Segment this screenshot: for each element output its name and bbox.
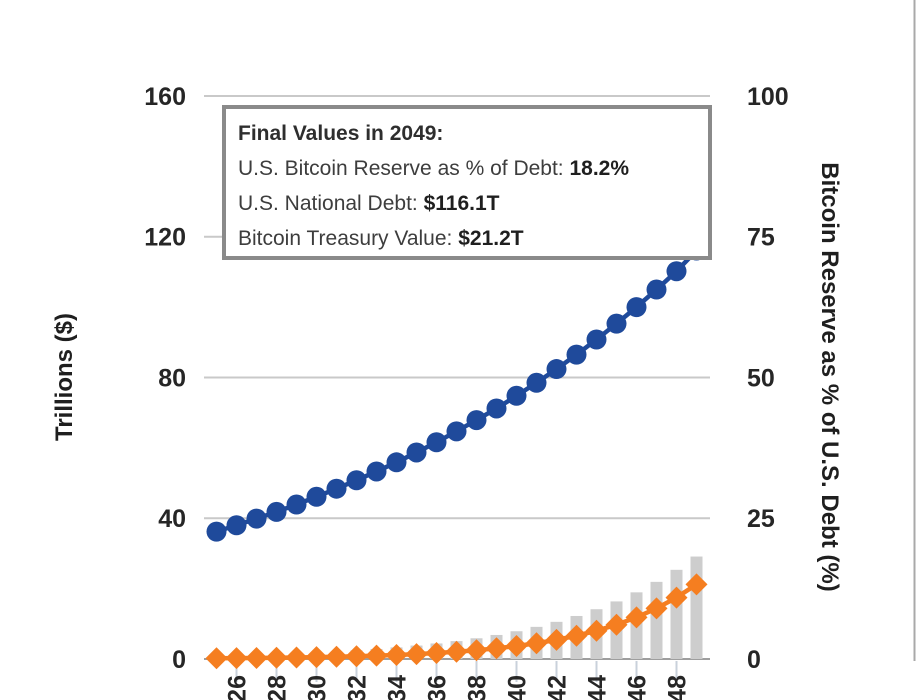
- annotation-value: $116.1T: [423, 192, 500, 215]
- national-debt-marker: [226, 515, 247, 536]
- treasury-value-marker: [405, 643, 428, 666]
- x-tick-label: 2026: [224, 675, 252, 700]
- national-debt-marker: [586, 329, 607, 350]
- x-tick-label: 2034: [384, 675, 412, 700]
- left-axis-tick-label: 80: [158, 364, 186, 392]
- treasury-value-marker: [465, 639, 488, 662]
- x-tick-label: 2046: [624, 675, 652, 700]
- annotation-line-reserve-pct: U.S. Bitcoin Reserve as % of Debt: 18.2%: [238, 151, 708, 186]
- national-debt-marker: [506, 385, 527, 406]
- national-debt-marker: [366, 461, 387, 482]
- right-axis-tick-label: 50: [747, 364, 775, 392]
- annotation-value: 18.2%: [569, 157, 630, 180]
- treasury-value-marker: [625, 606, 648, 629]
- annotation-line-treasury-value: Bitcoin Treasury Value: $21.2T: [238, 221, 708, 256]
- treasury-value-marker: [305, 646, 328, 669]
- treasury-value-marker: [425, 642, 448, 665]
- treasury-value-marker: [225, 647, 248, 670]
- national-debt-marker: [626, 297, 647, 318]
- treasury-value-marker: [385, 643, 408, 666]
- right-axis-tick-label: 100: [747, 83, 789, 111]
- national-debt-marker: [466, 410, 487, 431]
- treasury-value-marker: [605, 613, 628, 636]
- treasury-value-marker: [445, 640, 468, 663]
- annotation-title: Final Values in 2049:: [238, 122, 444, 145]
- national-debt-marker: [386, 452, 407, 473]
- treasury-value-marker: [325, 645, 348, 668]
- reserve-pct-bar: [670, 569, 683, 659]
- treasury-value-marker: [505, 635, 528, 658]
- national-debt-marker: [546, 359, 567, 380]
- treasury-value-marker: [365, 644, 388, 667]
- x-tick-label: 2042: [544, 675, 572, 700]
- national-debt-marker: [606, 313, 627, 334]
- national-debt-marker: [206, 521, 227, 542]
- x-tick-labels: 2026 2028 2030 2032 2034 2036 2038 2040 2042 2044…: [224, 675, 692, 700]
- treasury-value-marker: [685, 573, 708, 596]
- annotation-label: U.S. Bitcoin Reserve as % of Debt:: [238, 157, 570, 180]
- left-axis-title: Trillions ($): [51, 313, 78, 441]
- national-debt-marker: [286, 494, 307, 515]
- national-debt-marker: [446, 421, 467, 442]
- x-tick-label: 2038: [464, 675, 492, 700]
- national-debt-series: [206, 240, 707, 542]
- left-axis-tick-label: 0: [172, 646, 186, 674]
- treasury-value-marker: [645, 597, 668, 620]
- right-axis-title: Bitcoin Reserve as % of U.S. Debt (%): [816, 162, 843, 591]
- national-debt-marker: [526, 372, 547, 393]
- left-axis-tick-label: 160: [144, 83, 186, 111]
- treasury-value-marker: [245, 646, 268, 669]
- treasury-value-marker: [525, 632, 548, 655]
- annotation-label: U.S. National Debt:: [238, 192, 424, 215]
- x-tick-label: 2044: [584, 675, 612, 700]
- treasury-value-marker: [265, 646, 288, 669]
- right-axis-tick-label: 75: [747, 224, 775, 252]
- national-debt-marker: [346, 470, 367, 491]
- annotation-label: Bitcoin Treasury Value:: [238, 227, 459, 250]
- x-tick-label: 2032: [344, 675, 372, 700]
- national-debt-marker: [666, 261, 687, 282]
- treasury-value-marker: [665, 586, 688, 609]
- national-debt-marker: [246, 508, 267, 529]
- right-axis-tick-labels: 0 25 50 75 100: [747, 83, 789, 674]
- treasury-value-marker: [485, 637, 508, 660]
- x-tick-label: 2048: [664, 675, 692, 700]
- national-debt-marker: [326, 478, 347, 499]
- left-axis-tick-labels: 0 40 80 120 160: [144, 83, 186, 674]
- treasury-value-marker: [345, 645, 368, 668]
- annotation-value: $21.2T: [458, 227, 524, 250]
- national-debt-marker: [426, 432, 447, 453]
- treasury-value-marker: [205, 647, 228, 670]
- national-debt-line: [215, 248, 699, 534]
- national-debt-marker: [266, 501, 287, 522]
- reserve-pct-bar: [690, 556, 703, 659]
- x-tick-label: 2036: [424, 675, 452, 700]
- left-axis-tick-label: 120: [144, 224, 186, 252]
- treasury-value-marker: [585, 619, 608, 642]
- treasury-value-marker: [285, 646, 308, 669]
- treasury-value-marker: [565, 624, 588, 647]
- right-axis-tick-label: 0: [747, 646, 761, 674]
- national-debt-marker: [486, 398, 507, 419]
- reserve-pct-bar: [650, 581, 663, 659]
- right-axis-tick-label: 25: [747, 505, 775, 533]
- x-tick-label: 2040: [504, 675, 532, 700]
- national-debt-marker: [306, 486, 327, 507]
- annotation-line-national-debt: U.S. National Debt: $116.1T: [238, 186, 708, 221]
- left-axis-tick-label: 40: [158, 505, 186, 533]
- national-debt-marker: [406, 442, 427, 463]
- national-debt-marker: [566, 344, 587, 365]
- national-debt-marker: [646, 279, 667, 300]
- final-values-annotation: Final Values in 2049: U.S. Bitcoin Reser…: [222, 105, 712, 260]
- treasury-value-series: [205, 573, 708, 670]
- x-tick-label: 2030: [304, 675, 332, 700]
- x-tick-label: 2028: [264, 675, 292, 700]
- treasury-value-marker: [545, 628, 568, 651]
